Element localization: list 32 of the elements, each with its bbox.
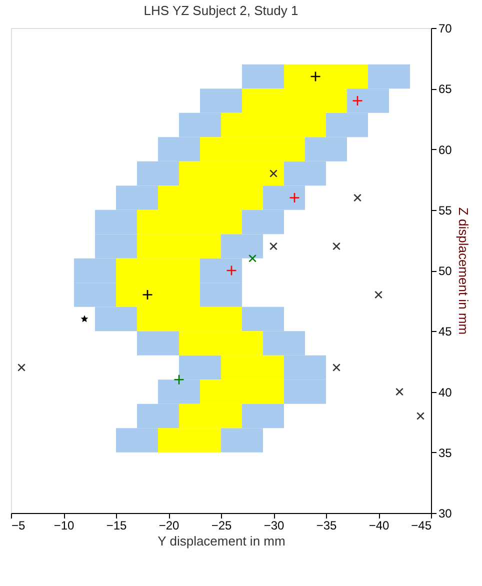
x-tick-label: −30 (264, 518, 284, 532)
point (18, 364, 26, 372)
chart-title: LHS YZ Subject 2, Study 1 (144, 3, 298, 18)
x-tick-label: −20 (158, 518, 180, 532)
point (416, 412, 424, 420)
x-tick-label: −10 (54, 518, 74, 532)
point (270, 242, 278, 250)
point (174, 374, 184, 386)
x-tick-label: −45 (411, 518, 432, 532)
y-tick-label: 70 (438, 22, 452, 36)
point (80, 315, 88, 322)
x-axis-title: Y displacement in mm (158, 534, 286, 548)
point (354, 194, 362, 202)
point (332, 364, 340, 372)
y-tick-label: 35 (438, 446, 452, 460)
x-tick-label: −35 (316, 518, 337, 532)
x-tick-label: −5 (12, 518, 26, 532)
point (396, 388, 404, 396)
x-tick-label: −15 (106, 518, 127, 532)
point (374, 290, 382, 299)
point (248, 254, 256, 262)
x-tick-label: −25 (211, 518, 232, 532)
y-tick-label: 50 (438, 264, 452, 278)
y-tick-label: 40 (438, 385, 452, 400)
x-tick-label: −40 (368, 518, 390, 532)
y-axis-title: Z displacement in mm (456, 207, 471, 335)
y-tick-label: 60 (438, 142, 452, 157)
point (332, 242, 340, 250)
y-tick-label: 30 (438, 506, 452, 520)
y-tick-label: 65 (438, 82, 452, 96)
y-tick-label: 55 (438, 203, 452, 218)
y-tick-label: 45 (438, 324, 452, 339)
